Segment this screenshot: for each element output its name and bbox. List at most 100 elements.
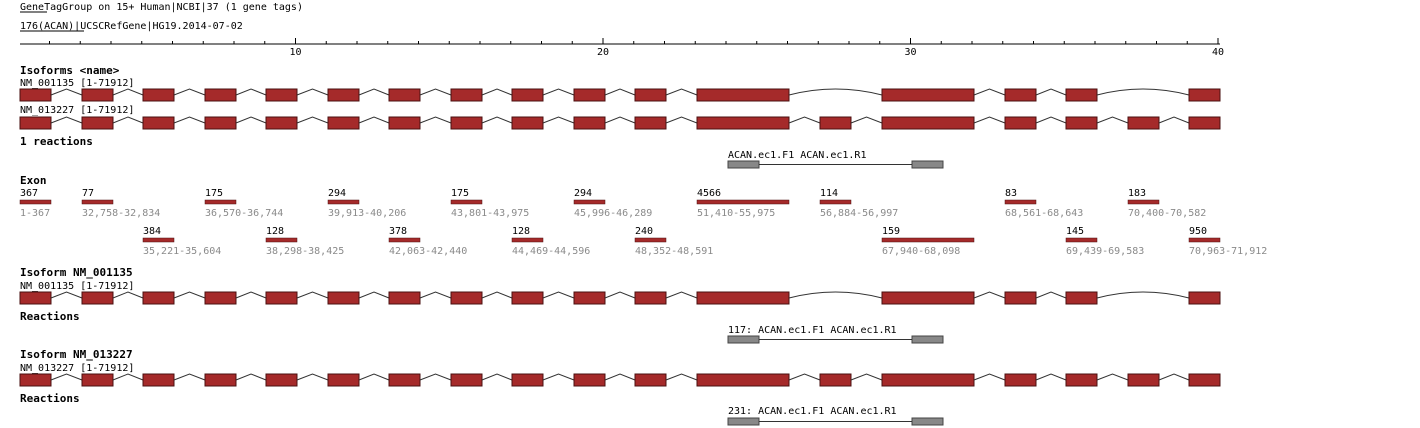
intron [296, 291, 329, 299]
intron [604, 291, 636, 299]
primer-box [727, 160, 760, 169]
intron [665, 88, 698, 96]
exon-block [696, 373, 790, 387]
exon-length: 4566 [697, 188, 721, 199]
exon-block [1065, 373, 1098, 387]
exon-block [19, 88, 52, 102]
exon-block [634, 291, 667, 305]
exon-range: 56,884-56,997 [820, 208, 898, 219]
intron [665, 291, 698, 299]
exon-length: 128 [266, 226, 284, 237]
exon-bar [327, 199, 360, 205]
intron [358, 373, 390, 381]
exon-block [1004, 116, 1037, 130]
exon-block [388, 373, 421, 387]
intron [481, 291, 513, 299]
exon-block [19, 373, 52, 387]
isoform-label: NM_001135 [1-71912] [20, 281, 134, 292]
exon-length: 114 [820, 188, 838, 199]
exon-block [573, 291, 606, 305]
exon-block [573, 116, 606, 130]
intron [235, 116, 267, 124]
exon-length: 950 [1189, 226, 1207, 237]
exon-block [204, 88, 237, 102]
exon-block [450, 291, 483, 305]
intron [1096, 291, 1190, 299]
intron [358, 116, 390, 124]
intron [1096, 88, 1190, 96]
intron [419, 88, 452, 96]
exon-block [265, 116, 298, 130]
intron [235, 88, 267, 96]
intron [788, 88, 883, 96]
exon-range: 70,963-71,912 [1189, 246, 1267, 257]
exon-block [204, 116, 237, 130]
exon-heading: Exon [20, 174, 47, 187]
exon-length: 367 [20, 188, 38, 199]
exon-range: 36,570-36,744 [205, 208, 283, 219]
exon-length: 384 [143, 226, 161, 237]
intron [173, 116, 206, 124]
intron [112, 291, 144, 299]
exon-block [265, 88, 298, 102]
exon-block [511, 88, 544, 102]
intron [542, 291, 575, 299]
exon-block [388, 291, 421, 305]
exon-block [388, 88, 421, 102]
exon-length: 183 [1128, 188, 1146, 199]
intron [542, 116, 575, 124]
exon-bar [388, 237, 421, 243]
exon-block [1065, 291, 1098, 305]
exon-length: 175 [451, 188, 469, 199]
exon-length: 145 [1066, 226, 1084, 237]
ruler-tick-label: 30 [904, 47, 916, 58]
exon-block [634, 88, 667, 102]
intron [788, 373, 821, 381]
exon-block [327, 116, 360, 130]
intron [1035, 291, 1067, 299]
exon-range: 51,410-55,975 [697, 208, 775, 219]
reaction-label: 117: ACAN.ec1.F1 ACAN.ec1.R1 [728, 325, 897, 336]
exon-block [881, 373, 975, 387]
exon-block [327, 88, 360, 102]
exon-length: 159 [882, 226, 900, 237]
exon-length: 378 [389, 226, 407, 237]
isoform-heading: Isoform NM_013227 [20, 348, 133, 361]
exon-bar [634, 237, 667, 243]
exon-range: 43,801-43,975 [451, 208, 529, 219]
intron [850, 373, 883, 381]
exon-bar [696, 199, 790, 205]
exon-block [19, 291, 52, 305]
intron [419, 373, 452, 381]
primer-box [727, 335, 760, 344]
exon-bar [1127, 199, 1160, 205]
exon-block [204, 291, 237, 305]
exon-range: 35,221-35,604 [143, 246, 221, 257]
exon-range: 67,940-68,098 [882, 246, 960, 257]
isoforms-heading: Isoforms <name> [20, 64, 120, 77]
intron [973, 88, 1006, 96]
exon-range: 69,439-69,583 [1066, 246, 1144, 257]
exon-block [881, 291, 975, 305]
exon-block [634, 116, 667, 130]
intron [235, 291, 267, 299]
exon-length: 240 [635, 226, 653, 237]
exon-bar [573, 199, 606, 205]
intron [973, 116, 1006, 124]
exon-block [450, 116, 483, 130]
intron [1035, 88, 1067, 96]
exon-block [1065, 88, 1098, 102]
intron [1158, 116, 1190, 124]
primer-box [911, 335, 944, 344]
exon-range: 70,400-70,582 [1128, 208, 1206, 219]
intron [788, 291, 883, 299]
isoform-heading: Isoform NM_001135 [20, 266, 133, 279]
intron [419, 291, 452, 299]
exon-bar [511, 237, 544, 243]
primer-box [911, 417, 944, 426]
exon-block [881, 88, 975, 102]
exon-block [696, 291, 790, 305]
exon-block [1004, 88, 1037, 102]
exon-block [81, 291, 114, 305]
